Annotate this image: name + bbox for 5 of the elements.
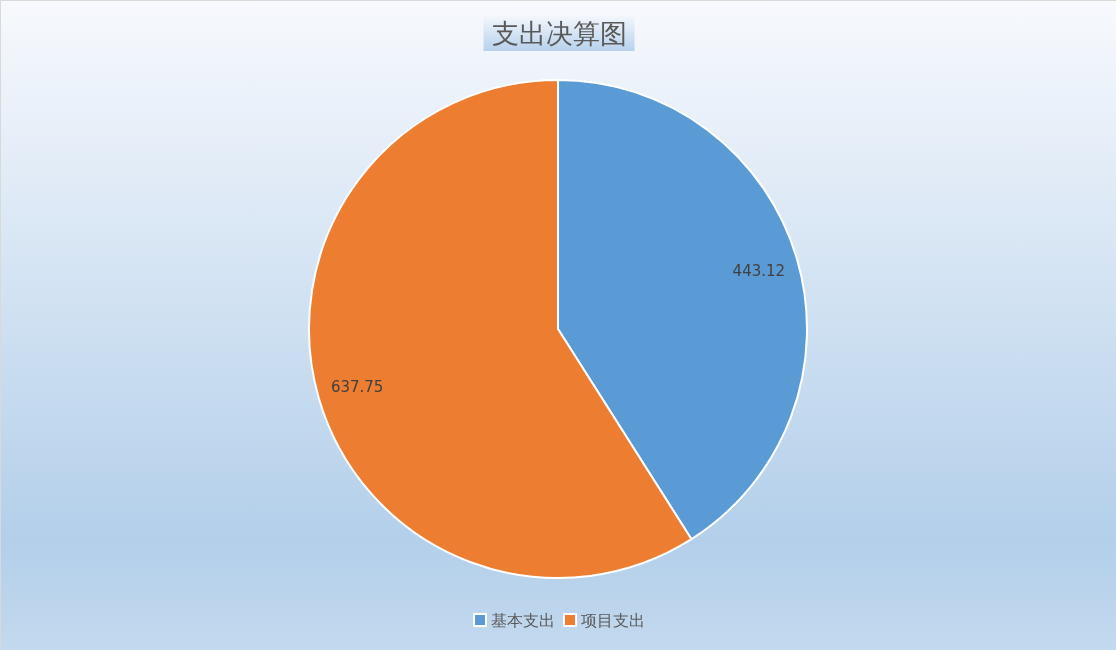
data-label: 443.12: [732, 261, 786, 280]
legend-label: 项目支出: [581, 610, 645, 630]
chart-title: 支出决算图: [491, 18, 627, 49]
data-label: 637.75: [330, 378, 384, 397]
legend-label: 基本支出: [491, 610, 555, 630]
